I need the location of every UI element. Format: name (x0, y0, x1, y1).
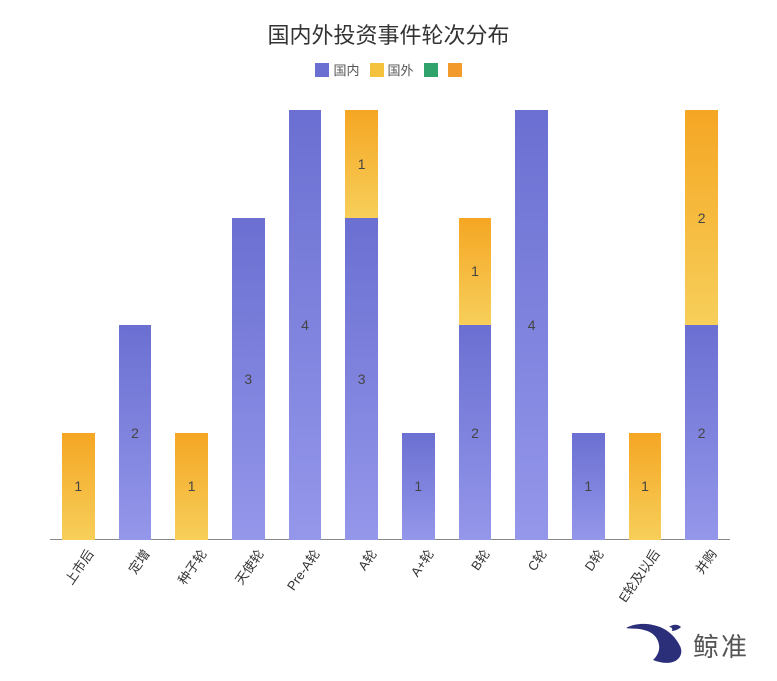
legend: 国内 国外 (0, 60, 777, 79)
bar-segment-domestic: 4 (515, 110, 548, 540)
legend-swatch (370, 63, 384, 77)
bar-group: 31 (345, 110, 378, 540)
bar-group: 21 (459, 218, 492, 541)
watermark: 鲸准 (623, 622, 749, 669)
x-axis-label: 上市后 (59, 545, 97, 588)
x-axis-label: 天使轮 (229, 545, 267, 588)
bar-value-label: 3 (358, 371, 366, 387)
x-axis-label: 并购 (690, 545, 720, 577)
watermark-text: 鲸准 (693, 627, 749, 664)
legend-swatch (315, 63, 329, 77)
x-axis-label: B轮 (466, 545, 494, 574)
bar-segment-domestic: 2 (119, 325, 152, 540)
x-axis-label: 种子轮 (173, 545, 211, 588)
plot-area: 121343112141122 (50, 110, 730, 540)
bar-value-label: 2 (698, 210, 706, 226)
bar-value-label: 4 (528, 317, 536, 333)
bar-segment-domestic: 3 (232, 218, 265, 541)
bar-group: 1 (402, 433, 435, 541)
bar-group: 22 (685, 110, 718, 540)
bar-segment-foreign: 1 (629, 433, 662, 541)
x-axis-label: E轮及以后 (613, 545, 663, 606)
bar-segment-foreign: 2 (685, 110, 718, 325)
bar-group: 1 (572, 433, 605, 541)
bar-group: 4 (289, 110, 322, 540)
bar-value-label: 2 (698, 425, 706, 441)
bar-group: 1 (175, 433, 208, 541)
x-axis-label: 定增 (123, 545, 153, 577)
bar-value-label: 3 (244, 371, 252, 387)
bar-value-label: 1 (188, 478, 196, 494)
legend-swatch (448, 63, 462, 77)
bar-segment-foreign: 1 (459, 218, 492, 326)
bar-segment-domestic: 4 (289, 110, 322, 540)
bar-value-label: 1 (74, 478, 82, 494)
bar-group: 1 (62, 433, 95, 541)
bar-value-label: 1 (414, 478, 422, 494)
bar-segment-domestic: 1 (572, 433, 605, 541)
bar-group: 2 (119, 325, 152, 540)
bar-group: 1 (629, 433, 662, 541)
x-axis-label: C轮 (522, 545, 550, 574)
legend-swatch (424, 63, 438, 77)
bar-segment-domestic: 1 (402, 433, 435, 541)
legend-item (448, 63, 462, 77)
x-axis-label: A+轮 (405, 545, 437, 580)
bar-value-label: 4 (301, 317, 309, 333)
legend-item: 国内 (315, 60, 359, 79)
bar-segment-foreign: 1 (345, 110, 378, 218)
chart-title: 国内外投资事件轮次分布 (0, 0, 777, 50)
bar-segment-domestic: 2 (459, 325, 492, 540)
bar-value-label: 2 (131, 425, 139, 441)
bar-segment-domestic: 2 (685, 325, 718, 540)
bar-value-label: 1 (471, 263, 479, 279)
bar-value-label: 1 (641, 478, 649, 494)
legend-label: 国内 (333, 60, 359, 79)
x-axis-label: Pre-A轮 (282, 545, 324, 594)
bar-group: 4 (515, 110, 548, 540)
bar-segment-foreign: 1 (175, 433, 208, 541)
legend-item (424, 63, 438, 77)
x-axis-label: A轮 (353, 545, 381, 574)
bar-group: 3 (232, 218, 265, 541)
whale-icon (623, 622, 683, 669)
bar-segment-domestic: 3 (345, 218, 378, 541)
bar-segment-foreign: 1 (62, 433, 95, 541)
bar-value-label: 1 (584, 478, 592, 494)
bar-value-label: 1 (358, 156, 366, 172)
bar-value-label: 2 (471, 425, 479, 441)
legend-label: 国外 (388, 60, 414, 79)
legend-item: 国外 (370, 60, 414, 79)
x-axis-label: D轮 (579, 545, 607, 574)
